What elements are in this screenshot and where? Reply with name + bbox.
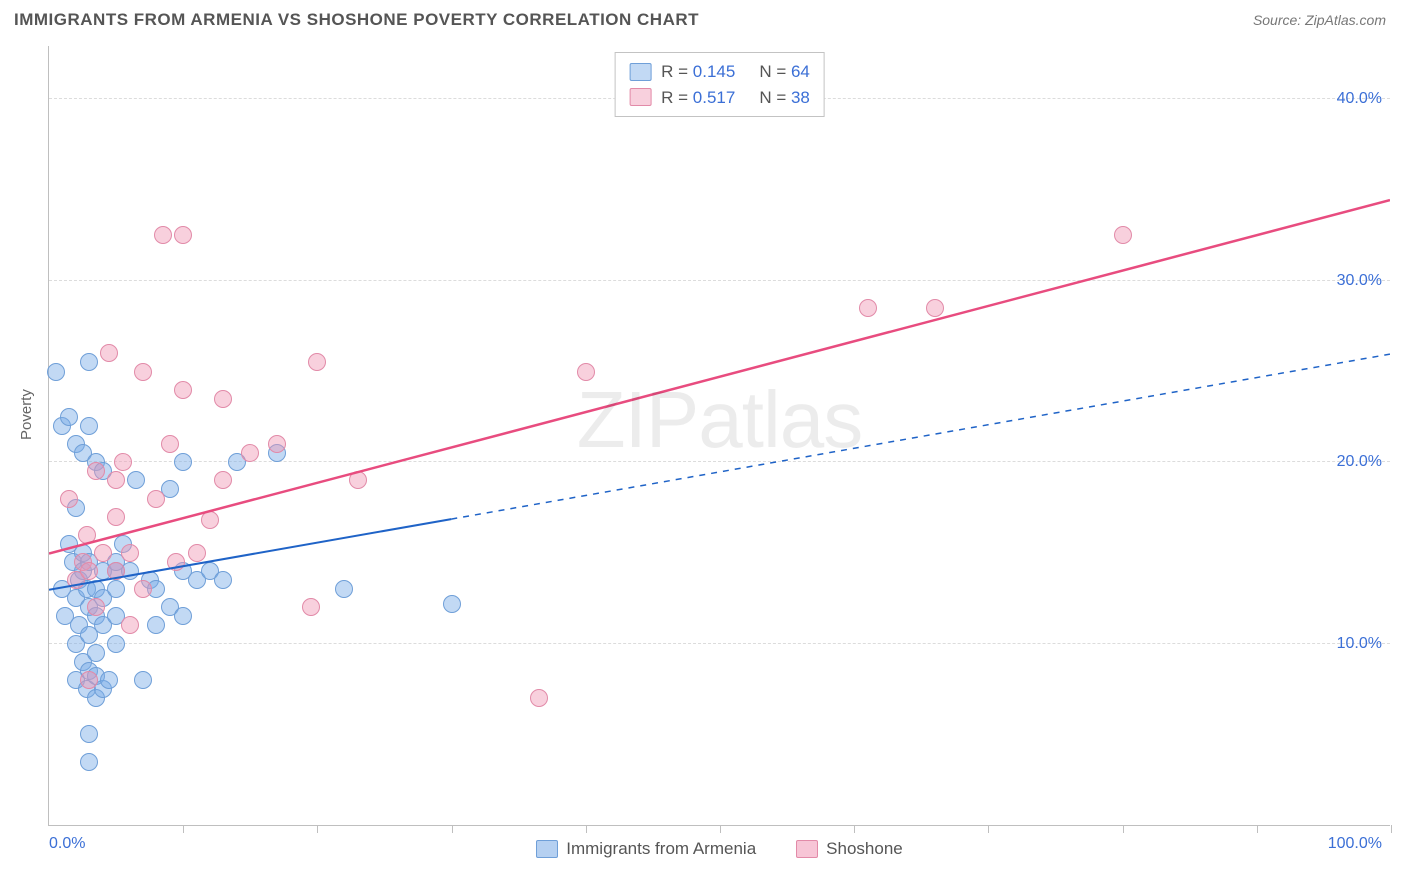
legend-swatch — [796, 840, 818, 858]
data-point — [302, 598, 320, 616]
x-axis-tick — [988, 825, 989, 833]
legend-swatch — [629, 63, 651, 81]
data-point — [174, 381, 192, 399]
data-point — [60, 408, 78, 426]
data-point — [60, 490, 78, 508]
x-axis-tick — [720, 825, 721, 833]
data-point — [530, 689, 548, 707]
data-point — [308, 353, 326, 371]
data-point — [80, 725, 98, 743]
data-point — [174, 226, 192, 244]
data-point — [114, 453, 132, 471]
legend-label: Shoshone — [826, 839, 903, 859]
data-point — [134, 580, 152, 598]
data-point — [80, 562, 98, 580]
x-axis-tick — [586, 825, 587, 833]
data-point — [268, 435, 286, 453]
data-point — [134, 363, 152, 381]
data-point — [214, 390, 232, 408]
r-value: 0.145 — [693, 62, 736, 81]
data-point — [859, 299, 877, 317]
data-point — [335, 580, 353, 598]
data-point — [1114, 226, 1132, 244]
data-point — [214, 571, 232, 589]
data-point — [80, 353, 98, 371]
data-point — [121, 616, 139, 634]
legend-swatch — [629, 88, 651, 106]
data-point — [47, 363, 65, 381]
data-point — [107, 471, 125, 489]
legend-item: Shoshone — [796, 839, 903, 859]
data-point — [80, 671, 98, 689]
data-point — [100, 344, 118, 362]
data-point — [577, 363, 595, 381]
data-point — [443, 595, 461, 613]
scatter-chart: 10.0%20.0%30.0%40.0% ZIPatlas R = 0.145N… — [48, 46, 1390, 826]
data-point — [107, 580, 125, 598]
data-point — [161, 435, 179, 453]
data-point — [201, 511, 219, 529]
data-point — [87, 644, 105, 662]
stats-legend: R = 0.145N = 64R = 0.517N = 38 — [614, 52, 825, 117]
n-value: 64 — [791, 62, 810, 81]
x-axis-tick — [452, 825, 453, 833]
y-axis-label: Poverty — [18, 389, 35, 440]
y-axis-tick-label: 30.0% — [1337, 272, 1382, 290]
source-attribution: Source: ZipAtlas.com — [1253, 12, 1386, 28]
gridline — [49, 280, 1390, 281]
y-axis-tick-label: 40.0% — [1337, 90, 1382, 108]
data-point — [107, 635, 125, 653]
data-point — [134, 671, 152, 689]
data-point — [78, 526, 96, 544]
y-axis-tick-label: 10.0% — [1337, 635, 1382, 653]
data-point — [174, 607, 192, 625]
data-point — [241, 444, 259, 462]
data-point — [107, 562, 125, 580]
data-point — [174, 453, 192, 471]
r-value: 0.517 — [693, 88, 736, 107]
legend-item: Immigrants from Armenia — [536, 839, 756, 859]
data-point — [80, 753, 98, 771]
x-axis-tick — [317, 825, 318, 833]
x-axis-tick — [1257, 825, 1258, 833]
data-point — [926, 299, 944, 317]
data-point — [87, 598, 105, 616]
gridline — [49, 643, 1390, 644]
stats-legend-row: R = 0.145N = 64 — [629, 59, 810, 85]
x-axis-tick — [1123, 825, 1124, 833]
data-point — [80, 417, 98, 435]
data-point — [94, 544, 112, 562]
data-point — [214, 471, 232, 489]
series-legend: Immigrants from Armenia Shoshone — [49, 839, 1390, 859]
data-point — [188, 544, 206, 562]
data-point — [127, 471, 145, 489]
n-value: 38 — [791, 88, 810, 107]
data-point — [167, 553, 185, 571]
legend-label: Immigrants from Armenia — [566, 839, 756, 859]
data-point — [87, 462, 105, 480]
data-point — [100, 671, 118, 689]
data-point — [154, 226, 172, 244]
data-point — [147, 490, 165, 508]
chart-title: IMMIGRANTS FROM ARMENIA VS SHOSHONE POVE… — [14, 10, 699, 30]
x-axis-tick — [183, 825, 184, 833]
data-point — [107, 508, 125, 526]
data-point — [147, 616, 165, 634]
data-point — [121, 544, 139, 562]
x-axis-tick — [854, 825, 855, 833]
stats-legend-row: R = 0.517N = 38 — [629, 85, 810, 111]
legend-swatch — [536, 840, 558, 858]
data-point — [349, 471, 367, 489]
x-axis-tick — [1391, 825, 1392, 833]
y-axis-tick-label: 20.0% — [1337, 453, 1382, 471]
